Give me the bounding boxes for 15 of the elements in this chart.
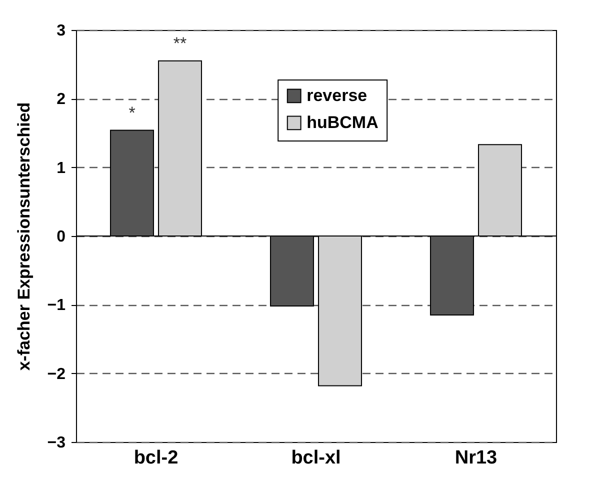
annotation: ** xyxy=(173,34,187,53)
y-axis-title: x-facher Expressionsunterschied xyxy=(14,102,34,371)
annotation: * xyxy=(128,103,136,122)
y-tick-label: 2 xyxy=(56,91,66,108)
legend-label: huBCMA xyxy=(306,112,378,132)
x-tick-label: bcl-2 xyxy=(134,448,178,468)
y-tick-label: 0 xyxy=(56,228,66,246)
x-tick-label: bcl-xl xyxy=(291,448,341,468)
y-tick-label: 3 xyxy=(56,22,66,40)
y-tick-label: −3 xyxy=(47,434,66,452)
x-tick-label: Nr13 xyxy=(454,448,498,468)
y-tick-label: −2 xyxy=(47,366,66,383)
y-tick-label: 1 xyxy=(56,160,66,177)
legend-label: reverse xyxy=(306,86,368,105)
y-tick-label: −1 xyxy=(47,297,66,314)
